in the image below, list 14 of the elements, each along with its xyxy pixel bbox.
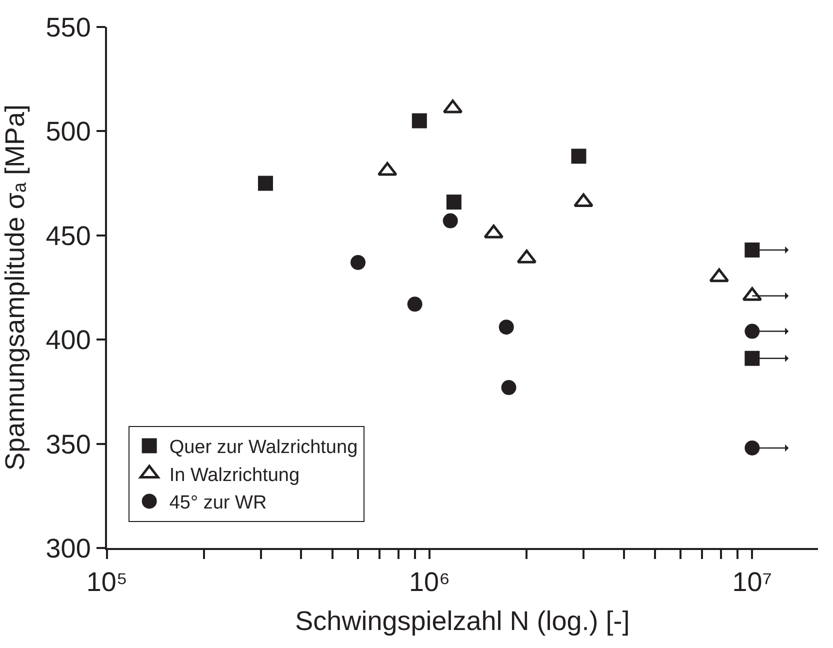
y-axis-title: Spannungsamplitude σₐ [MPa] xyxy=(0,104,30,470)
y-tick-label: 350 xyxy=(46,429,91,460)
y-tick-label: 450 xyxy=(46,220,91,251)
y-tick-label: 550 xyxy=(46,12,91,42)
legend-label: In Walzrichtung xyxy=(169,464,300,486)
x-axis-title: Schwingspielzahl N (log.) [-] xyxy=(295,606,630,636)
x-tick-label: 10⁶ xyxy=(409,567,450,598)
y-tick-label: 500 xyxy=(46,116,91,147)
legend-label: Quer zur Walzrichtung xyxy=(169,437,358,458)
legend-label: 45° zur WR xyxy=(169,492,267,514)
x-tick-label: 10⁵ xyxy=(86,567,128,598)
y-tick-label: 300 xyxy=(46,533,91,564)
y-tick-label: 400 xyxy=(46,325,91,356)
x-tick-label: 10⁷ xyxy=(732,567,772,598)
